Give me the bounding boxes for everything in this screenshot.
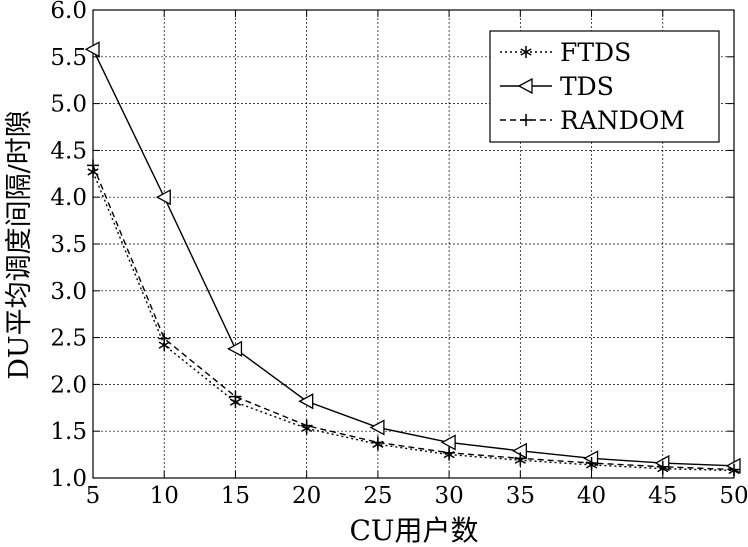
axis-ticks: 5 10 15 20 25 30 35 40 45 50 1.0 1.5 2.0 2.5 3.0 3.5 4.0…: [50, 0, 748, 509]
data-point: [371, 436, 384, 449]
x-axis-label: CU用户数: [349, 514, 478, 547]
data-point: [84, 41, 100, 58]
legend-item-random: RANDOM: [500, 106, 685, 135]
legend-item-ftds: FTDS: [500, 38, 631, 67]
y-tick-label: 1.0: [50, 466, 87, 492]
legend-label: FTDS: [560, 38, 631, 67]
data-point: [440, 434, 456, 451]
y-tick-label: 5.5: [50, 45, 87, 71]
data-point: [298, 393, 314, 410]
data-point: [728, 463, 740, 476]
data-point: [369, 419, 385, 436]
y-tick-label: 4.0: [50, 185, 87, 211]
data-point: [229, 390, 242, 403]
y-tick-label: 2.0: [50, 372, 87, 398]
x-tick-label: 35: [506, 483, 535, 509]
y-tick-label: 3.5: [50, 232, 87, 258]
y-tick-label: 3.0: [50, 279, 87, 305]
legend-label: TDS: [560, 72, 614, 101]
series-random: [87, 159, 740, 476]
x-tick-label: 45: [648, 483, 677, 509]
x-tick-label: 25: [363, 483, 392, 509]
data-point: [517, 77, 533, 95]
data-point: [158, 332, 171, 345]
data-point: [520, 114, 532, 126]
x-tick-label: 15: [221, 483, 250, 509]
data-point: [443, 446, 456, 459]
x-tick-label: 10: [150, 483, 179, 509]
data-point: [155, 189, 171, 206]
series-group: [84, 41, 741, 477]
y-tick-label: 6.0: [50, 0, 87, 24]
x-tick-label: 30: [434, 483, 463, 509]
y-tick-label: 5.0: [50, 92, 87, 118]
x-tick-label: 5: [86, 483, 101, 509]
series-line: [92, 171, 735, 472]
data-point: [656, 460, 669, 473]
y-tick-label: 1.5: [50, 419, 87, 445]
data-point: [514, 452, 527, 465]
y-tick-label: 4.5: [50, 138, 87, 164]
data-point: [520, 46, 532, 58]
x-tick-label: 40: [577, 483, 606, 509]
legend-label: RANDOM: [560, 106, 685, 135]
legend-item-tds: TDS: [500, 72, 614, 101]
data-point: [227, 340, 243, 357]
y-tick-label: 2.5: [50, 326, 87, 352]
y-axis-label: DU平均调度间隔/时隙: [4, 110, 35, 380]
legend: FTDS TDS RANDOM: [489, 30, 720, 143]
x-tick-label: 50: [719, 483, 748, 509]
data-point: [585, 457, 598, 470]
data-point: [87, 159, 99, 172]
series-line: [92, 165, 735, 471]
x-tick-label: 20: [292, 483, 321, 509]
series-line: [92, 49, 735, 467]
series-ftds: [87, 165, 740, 477]
data-point: [300, 419, 313, 432]
